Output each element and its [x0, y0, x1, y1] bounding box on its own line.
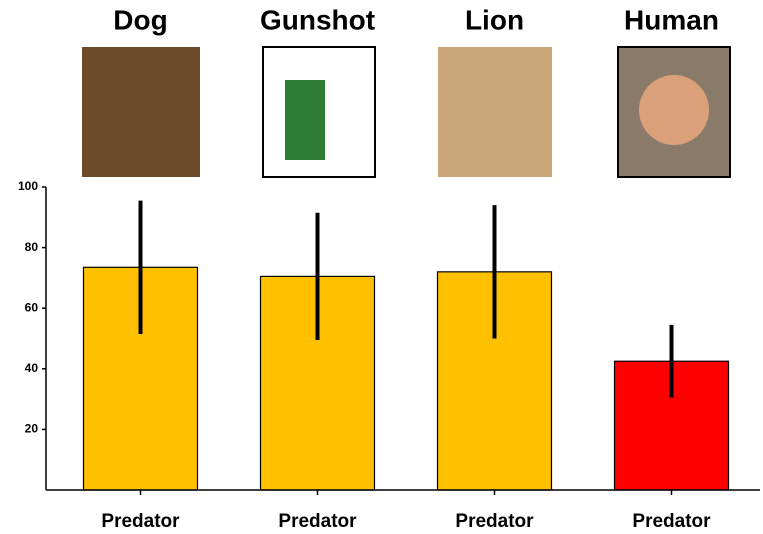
group-label: Lion	[465, 4, 524, 35]
y-tick-label: 60	[25, 300, 39, 314]
chart: 20 40 60 80 100 Dog Predator Gunshot Predator Lio…	[0, 0, 763, 534]
y-tick-label: 40	[25, 361, 39, 375]
dog-picture	[82, 47, 200, 177]
y-tick-label: 100	[18, 179, 38, 193]
group-label: Dog	[113, 4, 167, 35]
group-label: Gunshot	[260, 4, 375, 35]
human-face	[639, 75, 709, 145]
x-tick-label: Predator	[455, 511, 534, 532]
y-tick-label: 80	[25, 240, 39, 254]
lion-picture	[438, 47, 552, 177]
gunshot-figure	[285, 80, 325, 160]
group-label: Human	[624, 4, 719, 35]
y-tick-label: 20	[25, 422, 39, 436]
pictures	[82, 47, 730, 177]
x-tick-label: Predator	[632, 511, 711, 532]
x-tick-label: Predator	[101, 511, 180, 532]
x-tick-label: Predator	[278, 511, 357, 532]
